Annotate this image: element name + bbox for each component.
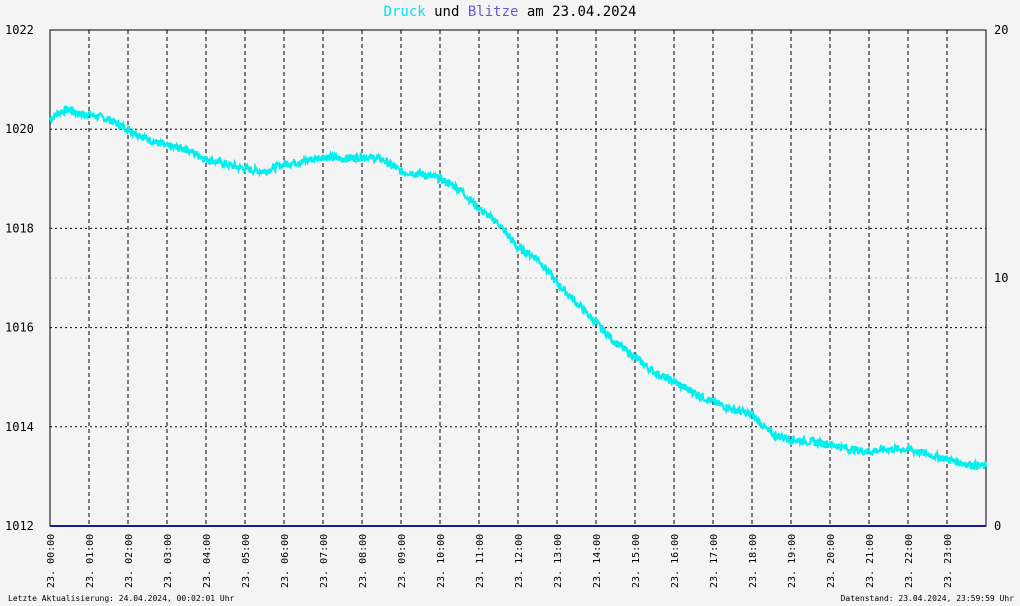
x-tick-label: 23. 00:00 bbox=[46, 534, 57, 588]
title-series1: Druck bbox=[383, 4, 426, 20]
right-tick-label: 10 bbox=[994, 271, 1008, 285]
title-series2: Blitze bbox=[467, 4, 519, 20]
left-tick-label: 1016 bbox=[5, 321, 34, 335]
x-tick-label: 23. 12:00 bbox=[514, 534, 525, 588]
x-tick-label: 23. 03:00 bbox=[163, 534, 174, 588]
x-tick-label: 23. 19:00 bbox=[787, 534, 798, 588]
x-tick-label: 23. 07:00 bbox=[319, 534, 330, 588]
x-tick-label: 23. 17:00 bbox=[709, 534, 720, 588]
x-tick-label: 23. 11:00 bbox=[475, 534, 486, 588]
last-update-text: Letzte Aktualisierung: 24.04.2024, 00:02… bbox=[8, 594, 235, 603]
x-tick-label: 23. 06:00 bbox=[280, 534, 291, 588]
x-tick-label: 23. 20:00 bbox=[826, 534, 837, 588]
x-tick-label: 23. 08:00 bbox=[358, 534, 369, 588]
right-axis-ticks: 0 10 20 bbox=[994, 23, 1008, 533]
x-tick-label: 23. 04:00 bbox=[202, 534, 213, 588]
x-tick-label: 23. 23:00 bbox=[943, 534, 954, 588]
x-tick-label: 23. 15:00 bbox=[631, 534, 642, 588]
x-tick-label: 23. 21:00 bbox=[865, 534, 876, 588]
right-tick-label: 20 bbox=[994, 23, 1008, 37]
x-tick-label: 23. 18:00 bbox=[748, 534, 759, 588]
title-date: 23.04.2024 bbox=[552, 4, 637, 20]
grid-lines bbox=[50, 30, 986, 526]
chart-title: Druck und Blitze am 23.04.2024 bbox=[0, 4, 1020, 20]
x-tick-label: 23. 05:00 bbox=[241, 534, 252, 588]
x-tick-label: 23. 02:00 bbox=[124, 534, 135, 588]
x-tick-label: 23. 10:00 bbox=[436, 534, 447, 588]
x-tick-label: 23. 22:00 bbox=[904, 534, 915, 588]
series-layer bbox=[49, 104, 988, 527]
data-state-text: Datenstand: 23.04.2024, 23:59:59 Uhr bbox=[840, 594, 1014, 603]
right-tick-label: 0 bbox=[994, 519, 1001, 533]
title-connector: und bbox=[434, 4, 460, 20]
x-tick-label: 23. 09:00 bbox=[397, 534, 408, 588]
title-date-prefix: am bbox=[526, 4, 544, 20]
left-tick-label: 1012 bbox=[5, 519, 34, 533]
left-tick-label: 1018 bbox=[5, 221, 34, 235]
left-axis-ticks: 1012 1014 1016 1018 1020 1022 bbox=[5, 23, 34, 533]
left-tick-label: 1014 bbox=[5, 420, 34, 434]
x-axis-ticks: 23. 00:00 23. 01:00 23. 02:00 23. 03:00 23. … bbox=[46, 534, 954, 588]
x-tick-label: 23. 16:00 bbox=[670, 534, 681, 588]
x-tick-label: 23. 01:00 bbox=[85, 534, 96, 588]
left-tick-label: 1022 bbox=[5, 23, 34, 37]
x-tick-label: 23. 13:00 bbox=[553, 534, 564, 588]
x-tick-label: 23. 14:00 bbox=[592, 534, 603, 588]
series-line-druck bbox=[49, 104, 988, 471]
left-tick-label: 1020 bbox=[5, 122, 34, 136]
